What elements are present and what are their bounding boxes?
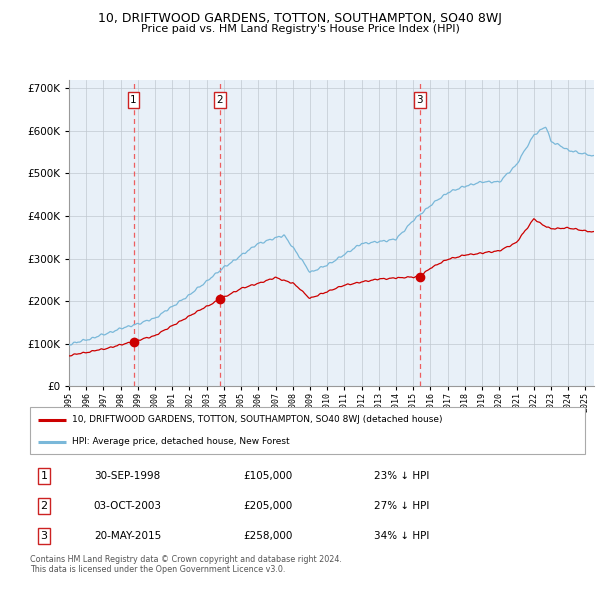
Text: £105,000: £105,000 bbox=[244, 471, 293, 481]
Text: 27% ↓ HPI: 27% ↓ HPI bbox=[374, 501, 430, 511]
Text: 1: 1 bbox=[130, 95, 137, 105]
Text: 23% ↓ HPI: 23% ↓ HPI bbox=[374, 471, 430, 481]
Text: 1: 1 bbox=[40, 471, 47, 481]
Text: 3: 3 bbox=[40, 531, 47, 541]
Text: 34% ↓ HPI: 34% ↓ HPI bbox=[374, 531, 430, 541]
Text: 10, DRIFTWOOD GARDENS, TOTTON, SOUTHAMPTON, SO40 8WJ (detached house): 10, DRIFTWOOD GARDENS, TOTTON, SOUTHAMPT… bbox=[71, 415, 442, 424]
Text: £205,000: £205,000 bbox=[244, 501, 293, 511]
Text: This data is licensed under the Open Government Licence v3.0.: This data is licensed under the Open Gov… bbox=[30, 565, 286, 573]
Text: 30-SEP-1998: 30-SEP-1998 bbox=[94, 471, 160, 481]
Text: 10, DRIFTWOOD GARDENS, TOTTON, SOUTHAMPTON, SO40 8WJ: 10, DRIFTWOOD GARDENS, TOTTON, SOUTHAMPT… bbox=[98, 12, 502, 25]
Text: Price paid vs. HM Land Registry's House Price Index (HPI): Price paid vs. HM Land Registry's House … bbox=[140, 24, 460, 34]
Text: Contains HM Land Registry data © Crown copyright and database right 2024.: Contains HM Land Registry data © Crown c… bbox=[30, 555, 342, 563]
Text: 2: 2 bbox=[40, 501, 47, 511]
Text: 03-OCT-2003: 03-OCT-2003 bbox=[94, 501, 162, 511]
Text: HPI: Average price, detached house, New Forest: HPI: Average price, detached house, New … bbox=[71, 437, 289, 446]
Text: £258,000: £258,000 bbox=[244, 531, 293, 541]
Text: 3: 3 bbox=[416, 95, 423, 105]
Text: 20-MAY-2015: 20-MAY-2015 bbox=[94, 531, 161, 541]
Text: 2: 2 bbox=[217, 95, 223, 105]
